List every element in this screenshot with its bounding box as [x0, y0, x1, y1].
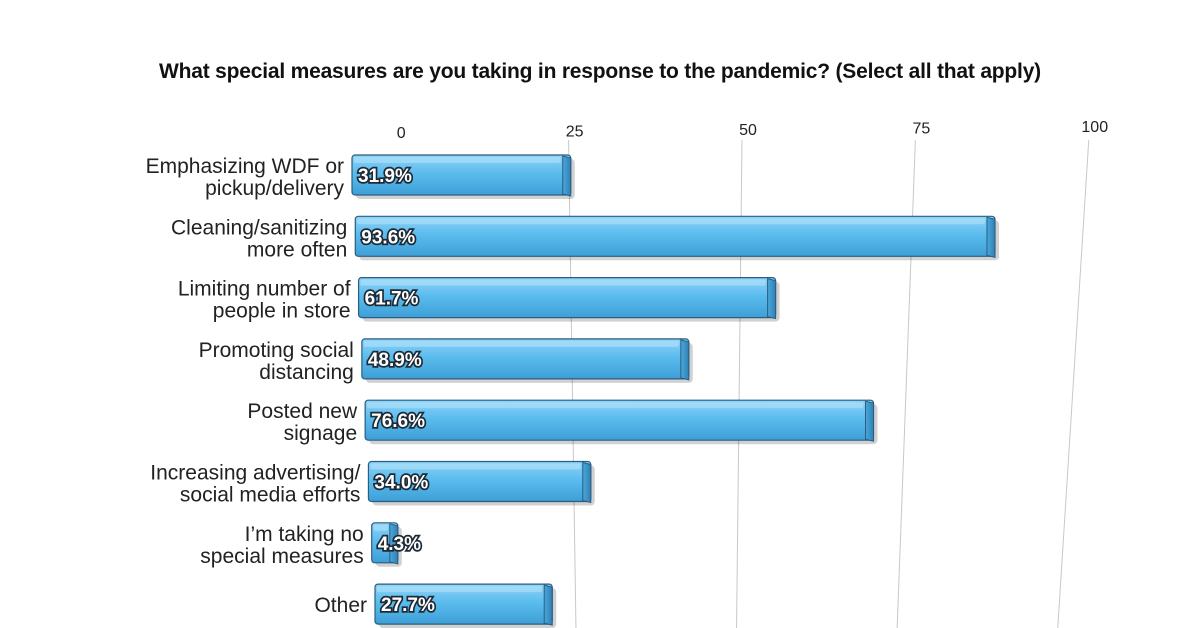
category-label-1: Cleaning/sanitizing more often: [171, 216, 347, 261]
category-labels: Emphasizing WDF or pickup/delivery Cleanin…: [146, 155, 367, 617]
category-label-2: Limiting number of people in store: [178, 278, 351, 323]
data-label-5: 34.0%: [374, 473, 428, 494]
x-tick-label-50: 50: [739, 122, 757, 139]
data-label-0: 31.9%: [358, 166, 412, 187]
category-label-4: Posted new signage: [247, 400, 358, 445]
data-label-3: 48.9%: [368, 350, 422, 371]
x-tick-label-100: 100: [1081, 119, 1108, 136]
data-label-6: 4.3%: [378, 534, 421, 555]
data-label-2: 61.7%: [365, 289, 419, 310]
data-label-4: 76.6%: [371, 411, 425, 432]
x-axis-ticks: 0 25 50 75 100: [397, 119, 1108, 142]
data-label-7: 27.7%: [381, 595, 435, 616]
bar-7: [374, 583, 557, 628]
bar-4: [364, 399, 878, 445]
bar-2: [357, 277, 780, 322]
x-tick-label-25: 25: [566, 124, 584, 141]
category-label-5: Increasing advertising/social media effo…: [150, 462, 360, 507]
chart-title: What special measures are you taking in …: [159, 60, 1041, 83]
bar-5: [367, 460, 595, 506]
gridline-75: [896, 139, 916, 628]
bar-0: [351, 154, 575, 199]
bar-3: [361, 338, 693, 383]
category-label-6: I’m taking no special measures: [200, 523, 363, 568]
category-label-7: Other: [314, 594, 367, 617]
x-tick-label-0: 0: [397, 125, 406, 142]
bar-1: [354, 215, 999, 261]
bar-6: [371, 522, 402, 567]
bars: 31.9% 93.6% 61.7% 48.9% 76.6% 34.0% 4.3% 27.7%: [351, 154, 999, 628]
gridlines: [568, 139, 1090, 628]
gridline-50: [736, 139, 743, 628]
x-tick-label-75: 75: [912, 121, 930, 138]
gridline-25: [568, 139, 577, 628]
category-label-3: Promoting social distancing: [199, 339, 354, 384]
category-label-0: Emphasizing WDF or pickup/delivery: [146, 155, 345, 200]
gridline-100: [1057, 139, 1090, 628]
data-label-1: 93.6%: [361, 227, 415, 248]
